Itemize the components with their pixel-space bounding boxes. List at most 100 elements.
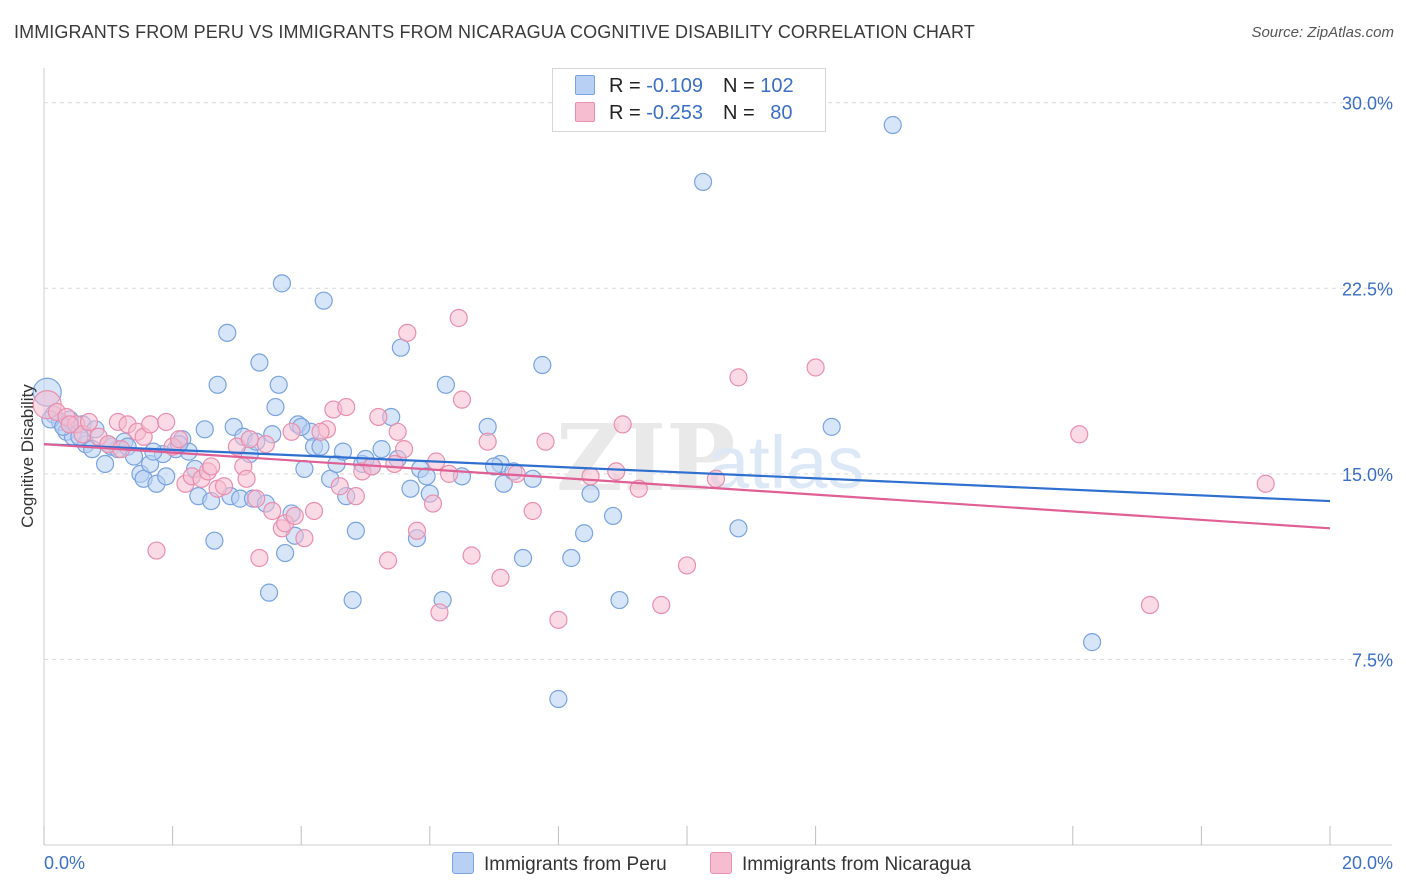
data-point [607,462,626,481]
data-point [295,529,314,548]
data-point [304,501,324,521]
data-point [436,375,455,394]
bottom-legend-label-peru: Immigrants from Peru [484,854,667,875]
labels-layer: 7.5% 15.0% 22.5% 30.0% 0.0% 20.0% [44,94,1393,873]
data-point [272,274,292,293]
data-point [295,459,314,479]
data-point [449,308,468,328]
data-point [652,595,671,615]
data-point [423,494,443,513]
data-point [276,543,295,563]
data-point [169,430,189,449]
data-point [282,422,301,441]
data-point [581,484,600,503]
legend-r-value-nicaragua: -0.253 [646,102,703,124]
data-point [250,353,269,372]
data-point [1140,595,1160,615]
data-point [536,432,555,451]
bottom-legend-peru: Immigrants from Peru [452,852,667,876]
data-point [513,548,533,568]
data-point [157,412,176,432]
legend-r-value-peru: -0.109 [646,75,703,97]
y-tick-label: 22.5% [1342,279,1393,299]
data-point [394,440,414,459]
data-point [259,583,279,602]
data-point [378,551,398,570]
data-point [388,422,407,441]
watermark-text: atlas [708,421,864,504]
data-point [806,358,825,377]
data-point [330,477,349,496]
data-point [95,454,115,474]
data-point [247,489,266,508]
data-point [822,417,841,436]
data-point [693,172,713,192]
legend-row-nicaragua: R = -0.253 N = 80 [575,102,792,125]
x-tick-label: 20.0% [1342,853,1393,873]
data-point [157,467,176,486]
legend-row-peru: R = -0.109 N = 102 [575,75,794,98]
legend-r-label-peru: R = [609,75,647,97]
correlation-legend: R = -0.109 N = 102 R = -0.253 N = 80 [552,68,826,132]
data-point [729,368,748,387]
data-point [523,469,542,488]
x-tick-label: 0.0% [44,853,85,873]
data-point [346,487,365,506]
data-point [883,115,902,135]
data-point [218,323,237,342]
y-tick-label: 15.0% [1342,465,1393,485]
chart-source: Source: ZipAtlas.com [1251,24,1394,41]
legend-r-label-nicaragua: R = [609,102,647,124]
data-point [385,454,404,474]
chart-title: IMMIGRANTS FROM PERU VS IMMIGRANTS FROM … [14,22,975,42]
data-point [147,541,166,560]
data-point [333,442,353,461]
data-point [398,323,417,342]
bottom-legend-swatch-peru [452,852,474,874]
data-point [603,506,623,526]
legend-n-value-peru: 102 [760,75,794,97]
data-point [485,457,504,476]
data-point [269,375,288,394]
data-point [581,467,600,486]
data-point [407,521,427,540]
axes-layer [43,68,1392,846]
data-point [240,430,259,449]
data-point [452,390,472,409]
data-point [549,689,568,709]
data-point [1256,474,1275,493]
data-point [195,420,214,439]
data-point [208,375,227,394]
data-point [575,524,594,543]
data-point [250,548,269,568]
data-point [79,412,99,432]
trend-line [43,443,1331,530]
bottom-legend-swatch-nicaragua [710,852,732,874]
data-point [533,355,552,375]
y-tick-label: 30.0% [1342,94,1393,114]
data-point [369,407,388,427]
data-point [214,477,234,496]
bottom-legend-label-nicaragua: Immigrants from Nicaragua [742,854,972,875]
points-layer [32,115,1275,709]
data-point [523,501,542,521]
bottom-legend-nicaragua: Immigrants from Nicaragua [710,852,971,876]
legend-n-label-peru: N = [722,75,761,97]
legend-swatch-peru [575,75,595,95]
data-point [1082,633,1102,652]
y-tick-label: 7.5% [1352,650,1393,670]
data-point [205,531,224,550]
data-point [60,415,79,434]
data-point [562,548,581,568]
data-point [140,415,160,434]
data-point [478,432,497,451]
data-point [256,435,275,454]
trend-layer [43,443,1331,530]
data-point [343,590,362,610]
y-axis-label: Cognitive Disability [18,384,37,528]
data-point [613,415,632,434]
data-point [610,590,629,610]
data-point [430,603,449,622]
data-point [311,422,330,441]
